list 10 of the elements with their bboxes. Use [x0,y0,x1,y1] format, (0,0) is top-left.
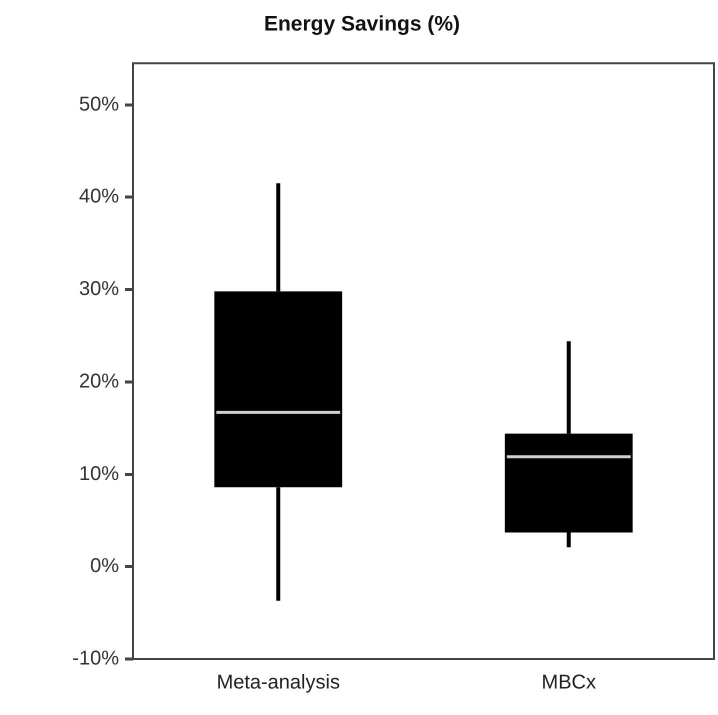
y-tick-label: 0% [90,555,120,578]
chart-title: Energy Savings (%) [264,12,460,36]
y-tick-label: 50% [78,93,120,116]
x-tick-label: Meta-analysis [216,672,340,694]
y-tick-label: -10% [72,648,120,670]
x-tick-label: MBCx [542,672,596,694]
y-tick-label: 30% [78,278,120,300]
y-tick-label: 40% [78,186,120,208]
y-tick-label: 20% [78,370,120,392]
y-tick-label: 10% [78,462,120,485]
